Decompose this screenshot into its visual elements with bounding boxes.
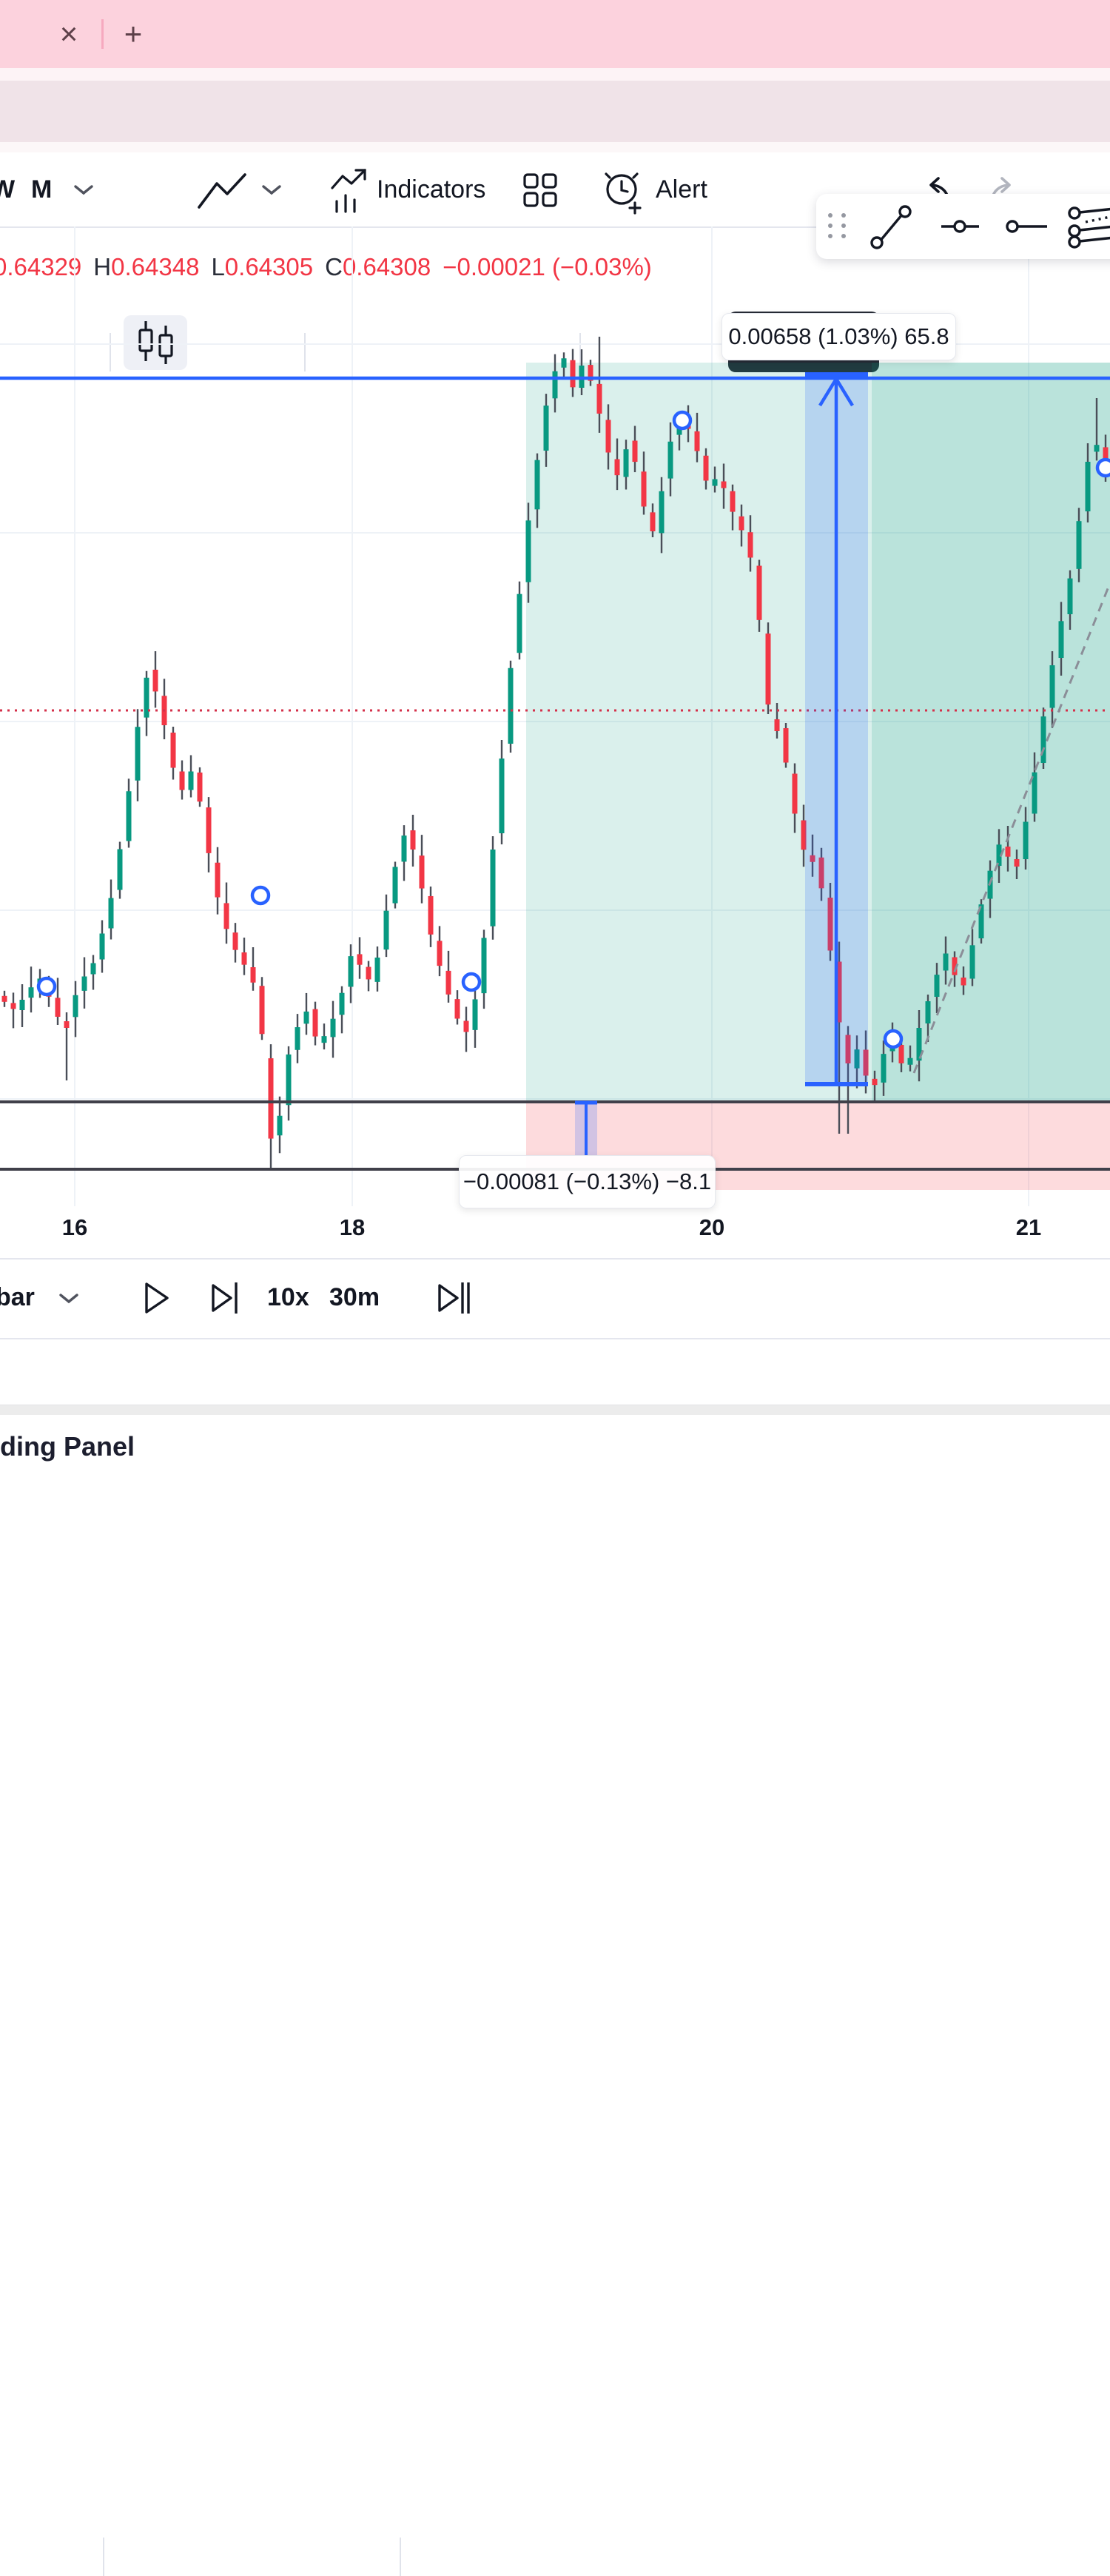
browser-address-bar[interactable]	[0, 81, 1110, 142]
indicators-button[interactable]: Indicators	[377, 175, 486, 204]
new-tab-icon[interactable]: +	[124, 16, 143, 51]
toolbar-divider	[110, 333, 111, 371]
ohlc-close-key: C	[325, 253, 343, 280]
layout-grid-icon[interactable]	[522, 172, 558, 209]
panel-divider	[0, 1405, 1110, 1415]
candlestick-style-button[interactable]	[124, 315, 187, 370]
drag-handle-icon[interactable]	[828, 213, 846, 238]
ohlc-low: 0.64305	[224, 253, 314, 280]
tab-divider	[101, 19, 104, 49]
measure-down-tooltip: −0.00081 (−0.13%) −8.1	[459, 1155, 716, 1208]
candlestick-icon	[138, 321, 173, 364]
x-axis-label-16: 16	[61, 1214, 88, 1240]
candlestick-chart[interactable]	[0, 226, 1110, 1206]
ohlc-change: −0.00021 (−0.03%)	[443, 253, 652, 280]
style-chevron-down-icon[interactable]	[260, 182, 283, 197]
horizontal-ray-tool-icon[interactable]	[1006, 220, 1047, 233]
ohlc-readout: 0.64329 H 0.64348 L 0.64305 C 0.64308 −0.00…	[0, 252, 652, 283]
measure-up-label: 0.00658 (1.03%) 65.8	[728, 323, 949, 349]
indicators-icon	[331, 169, 366, 213]
trading-panel-label[interactable]: ding Panel	[0, 1431, 135, 1462]
replay-mode-dropdown[interactable]: bar	[0, 1283, 35, 1311]
replay-mode-chevron-down-icon[interactable]	[58, 1291, 80, 1305]
browser-tab-bar: × +	[0, 0, 1110, 68]
horizontal-line-tool-icon[interactable]	[941, 220, 979, 233]
x-axis-label-20: 20	[699, 1214, 725, 1240]
skip-to-end-icon[interactable]	[437, 1281, 472, 1315]
alert-clock-icon	[605, 172, 642, 215]
play-icon[interactable]	[144, 1281, 170, 1315]
step-forward-icon[interactable]	[210, 1281, 240, 1315]
line-chart-style-button[interactable]	[196, 170, 248, 212]
ohlc-high-key: H	[93, 253, 112, 280]
chart-area[interactable]	[0, 226, 1110, 1206]
replay-interval-button[interactable]: 30m	[329, 1283, 380, 1311]
replaybar-divider	[103, 2538, 104, 2576]
trend-line-tool-icon[interactable]	[870, 205, 912, 249]
timeframe-w-button[interactable]: W	[0, 175, 16, 204]
measure-down-label: −0.00081 (−0.13%) −8.1	[462, 1168, 712, 1194]
ohlc-close: 0.64308	[342, 253, 431, 280]
ohlc-low-key: L	[211, 253, 225, 280]
measure-up-tooltip: 0.00658 (1.03%) 65.8	[722, 313, 956, 360]
timeframe-chevron-down-icon[interactable]	[73, 182, 95, 197]
browser-strip-2	[0, 142, 1110, 152]
drawing-tools-popup	[816, 194, 1110, 259]
parallel-channel-tool-icon[interactable]	[1068, 206, 1110, 249]
x-axis-label-21: 21	[1015, 1214, 1042, 1240]
replay-speed-button[interactable]: 10x	[267, 1283, 309, 1311]
replaybar-divider	[400, 2538, 401, 2576]
ohlc-open: 0.64329	[0, 253, 82, 280]
ohlc-high: 0.64348	[111, 253, 200, 280]
timeframe-m-button[interactable]: M	[31, 175, 53, 204]
browser-strip	[0, 68, 1110, 81]
toolbar-divider	[304, 333, 306, 371]
x-axis-label-18: 18	[339, 1214, 366, 1240]
replay-control-bar: bar 10x 30m	[0, 1258, 1110, 2576]
alert-button[interactable]: Alert	[656, 175, 707, 204]
toolbar-divider	[579, 333, 581, 371]
close-tab-icon[interactable]: ×	[59, 16, 78, 51]
